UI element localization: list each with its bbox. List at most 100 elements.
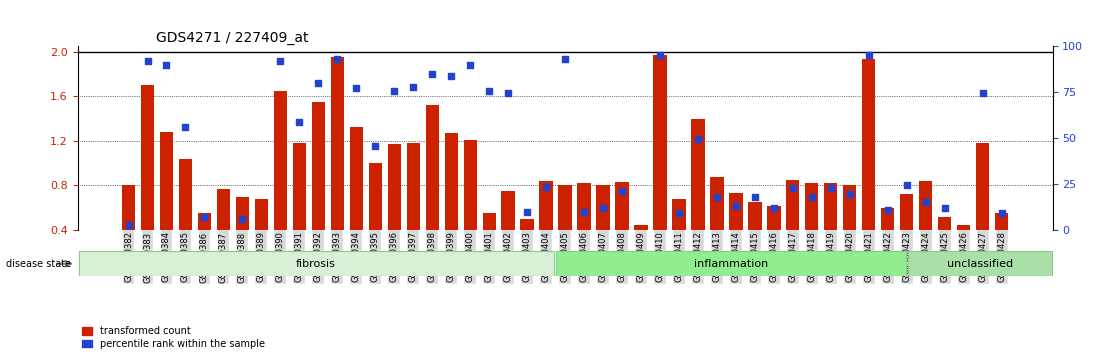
Point — [670, 211, 688, 216]
Bar — [502, 191, 515, 230]
Bar — [444, 133, 458, 230]
Bar — [540, 181, 553, 230]
Bar — [824, 183, 838, 230]
Point — [727, 203, 745, 209]
FancyBboxPatch shape — [909, 251, 1051, 276]
Bar — [425, 105, 439, 230]
Bar — [274, 91, 287, 230]
Point — [803, 194, 821, 199]
Text: disease state: disease state — [6, 259, 71, 269]
Bar — [862, 59, 875, 230]
Point — [234, 216, 252, 222]
Point — [290, 119, 308, 125]
Bar — [407, 143, 420, 230]
Point — [442, 73, 460, 79]
Bar — [654, 55, 667, 230]
Bar — [558, 185, 572, 230]
Point — [157, 62, 175, 68]
Bar — [729, 193, 742, 230]
Point — [613, 188, 630, 194]
Point — [916, 199, 934, 205]
Bar — [198, 213, 212, 230]
Legend: transformed count, percentile rank within the sample: transformed count, percentile rank withi… — [82, 326, 265, 349]
Point — [974, 90, 992, 96]
Point — [784, 185, 802, 190]
Bar — [122, 185, 135, 230]
Bar — [976, 143, 989, 230]
Point — [328, 57, 346, 62]
Point — [841, 192, 859, 197]
Bar — [748, 202, 761, 230]
Point — [936, 205, 954, 211]
Bar — [615, 182, 628, 230]
Point — [309, 80, 327, 86]
Bar — [350, 127, 363, 230]
Bar — [141, 85, 154, 230]
Bar — [293, 143, 306, 230]
Point — [537, 184, 555, 189]
Bar — [217, 189, 230, 230]
Bar — [482, 213, 495, 230]
Bar — [388, 144, 401, 230]
Bar — [577, 183, 591, 230]
Point — [480, 88, 497, 93]
Text: fibrosis: fibrosis — [296, 259, 336, 269]
Point — [746, 194, 763, 199]
Point — [993, 211, 1010, 216]
Bar — [673, 199, 686, 230]
Bar — [938, 217, 952, 230]
Bar — [995, 213, 1008, 230]
Point — [822, 185, 840, 190]
Point — [765, 205, 782, 211]
Point — [860, 52, 878, 58]
Bar — [160, 132, 173, 230]
Point — [196, 214, 214, 219]
Point — [423, 71, 441, 77]
Bar — [806, 183, 819, 230]
Point — [138, 58, 156, 63]
Bar — [957, 224, 971, 230]
Bar — [787, 180, 800, 230]
Bar — [255, 199, 268, 230]
Point — [633, 255, 650, 261]
Text: unclassified: unclassified — [947, 259, 1013, 269]
Point — [500, 90, 517, 96]
Bar — [596, 185, 609, 230]
Point — [708, 194, 726, 199]
Bar — [463, 140, 476, 230]
Point — [404, 85, 422, 90]
Point — [253, 245, 270, 251]
Bar — [521, 219, 534, 230]
Point — [879, 207, 896, 213]
Point — [367, 144, 384, 149]
Bar — [767, 206, 780, 230]
Point — [652, 52, 669, 58]
Bar — [691, 119, 705, 230]
Point — [348, 86, 366, 91]
Point — [176, 125, 194, 130]
Point — [594, 205, 612, 211]
Bar — [635, 224, 648, 230]
Bar — [311, 102, 325, 230]
Bar — [900, 194, 913, 230]
Point — [575, 210, 593, 215]
Bar — [369, 163, 382, 230]
Point — [271, 58, 289, 63]
Bar — [881, 208, 894, 230]
Point — [215, 249, 233, 254]
Bar — [710, 177, 724, 230]
Point — [556, 57, 574, 62]
Point — [519, 210, 536, 215]
Point — [120, 222, 137, 227]
Text: inflammation: inflammation — [694, 259, 768, 269]
Point — [897, 183, 915, 188]
Point — [955, 246, 973, 252]
Text: GDS4271 / 227409_at: GDS4271 / 227409_at — [155, 31, 308, 45]
Bar — [919, 181, 932, 230]
Point — [461, 62, 479, 68]
Bar — [330, 57, 343, 230]
Bar — [843, 185, 856, 230]
FancyBboxPatch shape — [556, 251, 906, 276]
Point — [689, 136, 707, 142]
FancyBboxPatch shape — [79, 251, 554, 276]
